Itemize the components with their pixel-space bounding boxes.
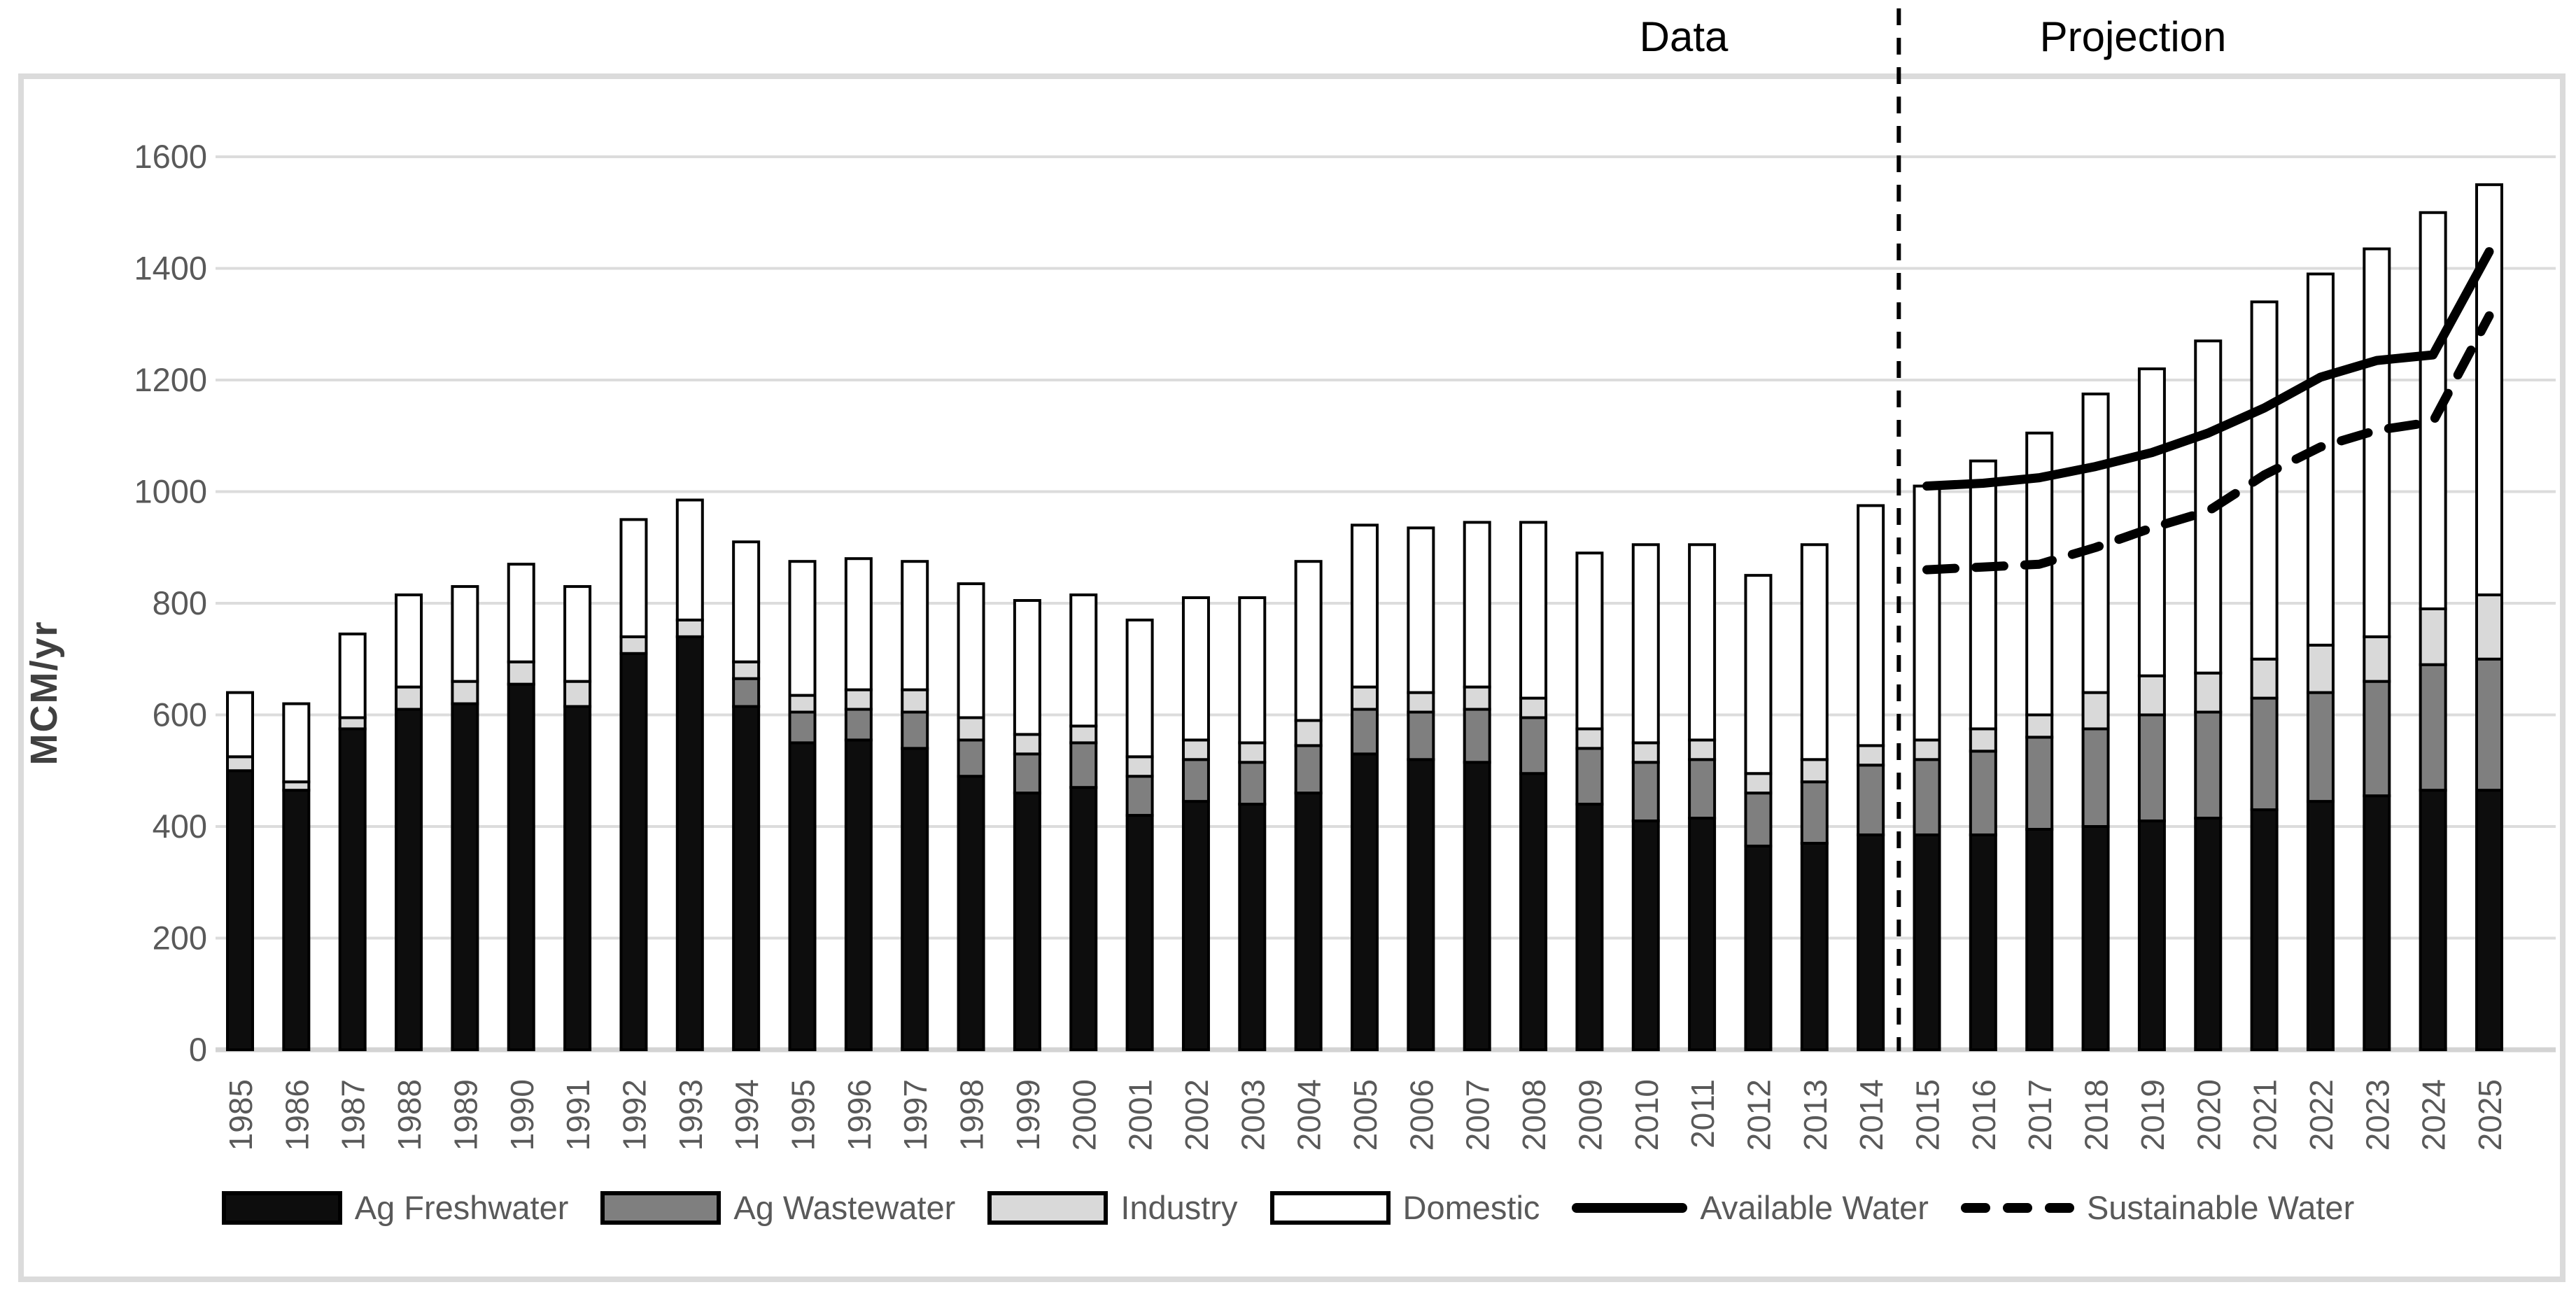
- svg-text:1996: 1996: [841, 1079, 878, 1151]
- svg-text:1997: 1997: [897, 1079, 934, 1151]
- bar-series-ag-wastewater: [732, 657, 2503, 848]
- svg-text:2024: 2024: [2416, 1079, 2452, 1151]
- chart-legend: Ag Freshwater Ag Wastewater Industry Domest…: [0, 1188, 2576, 1227]
- svg-text:1995: 1995: [785, 1079, 822, 1151]
- svg-text:2023: 2023: [2359, 1079, 2395, 1151]
- svg-text:600: 600: [153, 696, 207, 733]
- svg-text:2014: 2014: [1853, 1079, 1889, 1151]
- legend-dashed-line-icon: [1960, 1202, 2074, 1213]
- svg-text:2015: 2015: [1910, 1079, 1946, 1151]
- plot-frame: [18, 73, 2566, 1282]
- svg-text:2000: 2000: [1066, 1079, 1102, 1151]
- svg-text:1986: 1986: [279, 1079, 315, 1151]
- svg-text:2021: 2021: [2247, 1079, 2283, 1151]
- svg-text:2003: 2003: [1234, 1079, 1271, 1151]
- legend-swatch-domestic: [1269, 1190, 1391, 1225]
- svg-text:1000: 1000: [134, 473, 207, 510]
- svg-text:2020: 2020: [2190, 1079, 2227, 1151]
- svg-text:2009: 2009: [1572, 1079, 1608, 1151]
- sustainable-water-line: [1922, 311, 2494, 575]
- svg-text:1999: 1999: [1010, 1079, 1046, 1151]
- legend-swatch-ag-freshwater: [221, 1190, 342, 1225]
- legend-item-industry: Industry: [987, 1188, 1238, 1227]
- bar-series-ag-freshwater: [226, 635, 2503, 1052]
- svg-text:2012: 2012: [1740, 1079, 1777, 1151]
- svg-text:1993: 1993: [673, 1079, 709, 1151]
- svg-text:1991: 1991: [560, 1079, 596, 1151]
- svg-text:2010: 2010: [1628, 1079, 1665, 1151]
- legend-label-available-water: Available Water: [1700, 1189, 1929, 1226]
- legend-item-ag-freshwater: Ag Freshwater: [221, 1188, 569, 1227]
- bar-series-domestic: [226, 183, 2503, 784]
- svg-text:1200: 1200: [134, 361, 207, 398]
- legend-item-sustainable-water: Sustainable Water: [1960, 1188, 2355, 1227]
- available-water-line: [1922, 247, 2494, 491]
- svg-text:1992: 1992: [616, 1079, 652, 1151]
- x-axis-labels: 1985 1986 1987 1988 1989 1990 1991 1992 1993 1994…: [223, 1079, 2508, 1151]
- svg-text:0: 0: [189, 1031, 207, 1068]
- svg-text:1400: 1400: [134, 250, 207, 287]
- svg-text:200: 200: [153, 920, 207, 957]
- svg-text:2001: 2001: [1122, 1079, 1159, 1151]
- svg-text:2005: 2005: [1347, 1079, 1384, 1151]
- data-period-label: Data: [1639, 13, 1729, 60]
- svg-text:2008: 2008: [1516, 1079, 1552, 1151]
- svg-text:2016: 2016: [1966, 1079, 2002, 1151]
- svg-text:2018: 2018: [2078, 1079, 2115, 1151]
- legend-label-domestic: Domestic: [1402, 1189, 1540, 1226]
- y-axis-labels: 0 200 400 600 800 1000 1200 1400 1600: [134, 138, 207, 1068]
- svg-text:800: 800: [153, 584, 207, 621]
- svg-text:2013: 2013: [1797, 1079, 1834, 1151]
- svg-text:1994: 1994: [729, 1079, 765, 1151]
- svg-text:2017: 2017: [2022, 1079, 2058, 1151]
- legend-item-ag-wastewater: Ag Wastewater: [600, 1188, 955, 1227]
- svg-text:2006: 2006: [1403, 1079, 1440, 1151]
- legend-solid-line-icon: [1572, 1202, 1688, 1213]
- legend-item-domestic: Domestic: [1269, 1188, 1540, 1227]
- projection-period-label: Projection: [2039, 13, 2227, 60]
- svg-text:400: 400: [153, 808, 207, 845]
- svg-text:2022: 2022: [2303, 1079, 2339, 1151]
- legend-label-ag-freshwater: Ag Freshwater: [354, 1189, 569, 1226]
- legend-label-sustainable-water: Sustainable Water: [2086, 1189, 2355, 1226]
- svg-text:1990: 1990: [504, 1079, 540, 1151]
- legend-swatch-industry: [987, 1190, 1108, 1225]
- svg-text:1988: 1988: [391, 1079, 428, 1151]
- legend-label-industry: Industry: [1120, 1189, 1238, 1226]
- legend-item-available-water: Available Water: [1572, 1188, 1929, 1227]
- svg-text:2019: 2019: [2134, 1079, 2171, 1151]
- svg-text:1998: 1998: [954, 1079, 990, 1151]
- svg-text:1987: 1987: [335, 1079, 372, 1151]
- svg-text:1989: 1989: [447, 1079, 484, 1151]
- svg-text:2025: 2025: [2472, 1079, 2508, 1151]
- svg-text:1985: 1985: [223, 1079, 259, 1151]
- svg-text:1600: 1600: [134, 138, 207, 175]
- stacked-bars: [226, 183, 2503, 1052]
- svg-text:2007: 2007: [1460, 1079, 1496, 1151]
- svg-text:2002: 2002: [1178, 1079, 1215, 1151]
- svg-text:2004: 2004: [1291, 1079, 1328, 1151]
- legend-swatch-ag-wastewater: [600, 1190, 722, 1225]
- legend-label-ag-wastewater: Ag Wastewater: [733, 1189, 956, 1226]
- svg-text:2011: 2011: [1684, 1079, 1721, 1148]
